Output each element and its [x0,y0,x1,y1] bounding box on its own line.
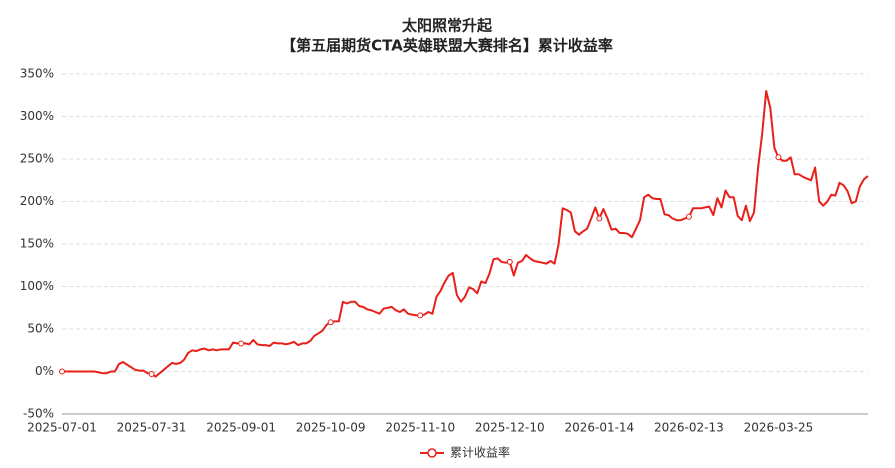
y-tick-label: 250% [20,152,54,166]
chart-subtitle: 【第五届期货CTA英雄联盟大赛排名】累计收益率 [281,37,613,55]
chart-title: 太阳照常升起 [402,17,493,35]
y-tick-label: 150% [20,237,54,251]
y-tick-label: 200% [20,194,54,208]
line-marker [775,154,782,161]
x-tick-label: 2025-07-31 [117,421,187,435]
x-tick-label: 2026-03-25 [744,421,814,435]
y-tick-label: 0% [35,364,54,378]
x-tick-label: 2025-12-10 [475,421,545,435]
x-tick-label: 2025-10-09 [296,421,366,435]
y-tick-label: 300% [20,109,54,123]
x-tick-label: 2025-07-01 [27,421,97,435]
x-tick-label: 2026-02-13 [654,421,724,435]
line-marker [506,258,513,265]
line-marker [417,312,424,319]
x-tick-label: 2025-09-01 [206,421,276,435]
line-marker [685,213,692,220]
y-tick-label: 100% [20,279,54,293]
y-tick-label: 350% [20,67,54,81]
line-marker [238,340,245,347]
legend-label: 累计收益率 [450,445,510,460]
line-marker [327,319,334,326]
x-tick-label: 2025-11-10 [385,421,455,435]
y-tick-label: 50% [27,322,54,336]
line-marker [148,371,155,378]
x-tick-label: 2026-01-14 [564,421,634,435]
line-series [62,90,869,378]
legend-marker [427,448,437,458]
y-tick-label: -50% [23,407,54,421]
line-marker [596,215,603,222]
line-marker [59,368,65,375]
